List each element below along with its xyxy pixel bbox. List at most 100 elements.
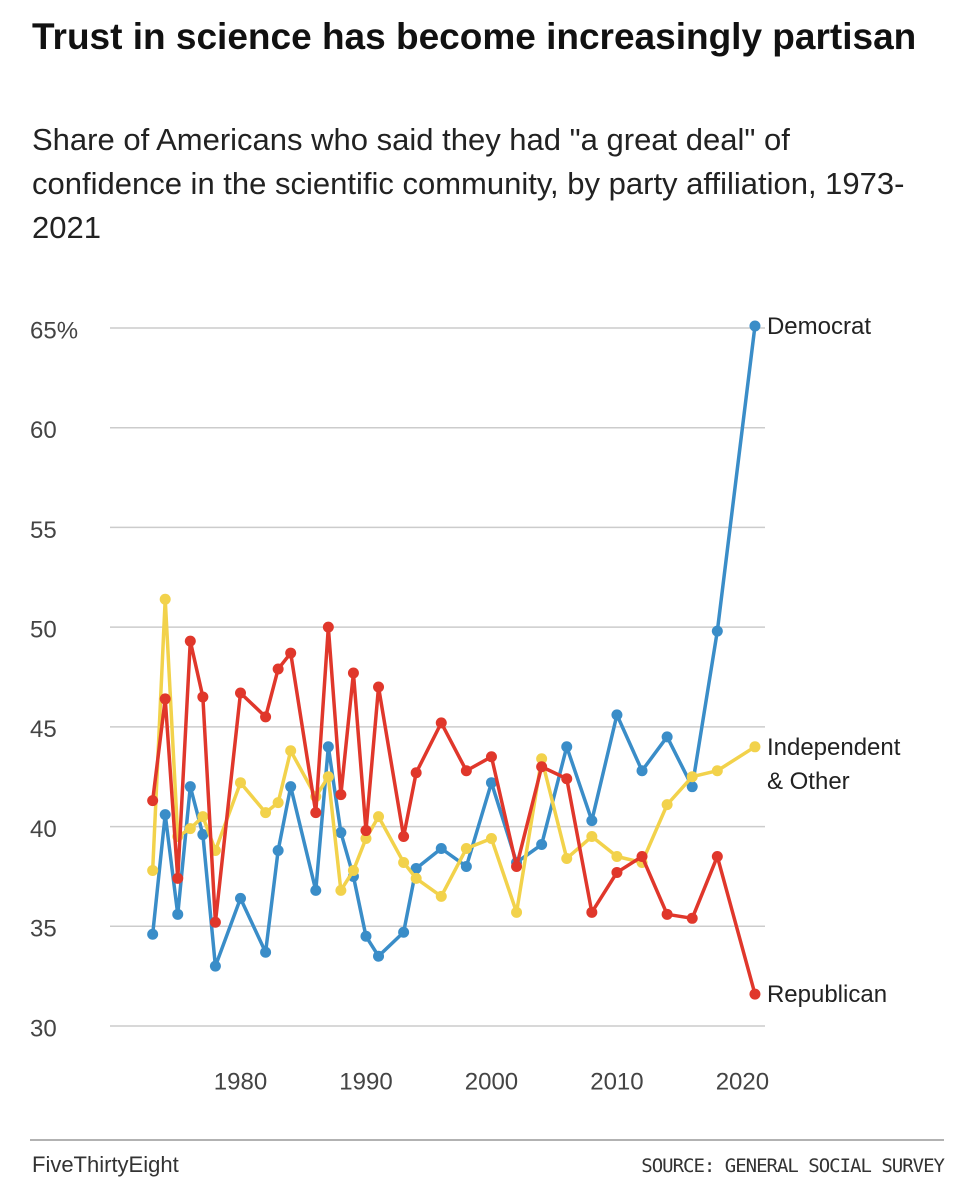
data-point <box>197 811 209 823</box>
data-point <box>460 765 472 777</box>
y-tick-label: 40 <box>30 816 57 843</box>
data-point <box>335 789 347 801</box>
data-point <box>373 950 385 962</box>
data-point <box>234 687 246 699</box>
data-point <box>272 797 284 809</box>
data-point <box>711 625 723 637</box>
data-point <box>485 751 497 763</box>
data-point <box>234 777 246 789</box>
x-tick-label: 2000 <box>465 1068 518 1095</box>
data-point <box>209 960 221 972</box>
data-point <box>561 741 573 753</box>
y-tick-label: 65% <box>30 317 78 344</box>
data-point <box>536 839 548 851</box>
data-point <box>586 831 598 843</box>
data-point <box>611 866 623 878</box>
data-point <box>410 862 422 874</box>
data-point <box>335 827 347 839</box>
data-point <box>586 906 598 918</box>
data-point <box>322 621 334 633</box>
x-tick-label: 1980 <box>214 1068 267 1095</box>
data-point <box>184 823 196 835</box>
x-tick-label: 2010 <box>590 1068 643 1095</box>
data-point <box>485 777 497 789</box>
data-point <box>749 988 761 1000</box>
series-line <box>150 597 756 915</box>
data-point <box>159 693 171 705</box>
data-point <box>172 908 184 920</box>
y-tick-label: 50 <box>30 616 57 643</box>
data-point <box>511 860 523 872</box>
data-point <box>410 767 422 779</box>
data-point <box>686 781 698 793</box>
data-point <box>285 781 297 793</box>
data-point <box>347 864 359 876</box>
y-tick-label: 60 <box>30 417 57 444</box>
data-point <box>611 709 623 721</box>
data-point <box>272 663 284 675</box>
data-point <box>536 761 548 773</box>
y-tick-label: 45 <box>30 716 57 743</box>
data-point <box>197 829 209 841</box>
data-point <box>184 635 196 647</box>
data-point <box>749 320 761 332</box>
x-tick-label: 1990 <box>339 1068 392 1095</box>
data-point <box>260 946 272 958</box>
data-point <box>147 795 159 807</box>
data-point <box>360 825 372 837</box>
data-point <box>398 856 410 868</box>
data-point <box>209 916 221 928</box>
data-point <box>159 593 171 605</box>
series-label: Independent & Other <box>766 733 901 795</box>
data-point <box>636 850 648 862</box>
data-point <box>661 908 673 920</box>
data-point <box>460 843 472 855</box>
data-point <box>172 872 184 884</box>
data-point <box>711 850 723 862</box>
chart-title: Trust in science has become increasingly… <box>32 16 917 57</box>
y-tick-label: 55 <box>30 517 57 544</box>
data-point <box>360 833 372 845</box>
data-point <box>398 831 410 843</box>
data-point <box>711 765 723 777</box>
data-point <box>347 667 359 679</box>
data-point <box>373 811 385 823</box>
data-point <box>410 872 422 884</box>
data-point <box>322 771 334 783</box>
data-point <box>310 884 322 896</box>
data-point <box>561 852 573 864</box>
data-point <box>260 711 272 723</box>
data-point <box>661 731 673 743</box>
data-point <box>360 930 372 942</box>
series-label: Republican <box>766 981 888 1009</box>
data-point <box>398 926 410 938</box>
chart-subtitle: Share of Americans who said they had "a … <box>32 122 905 245</box>
data-point <box>460 860 472 872</box>
data-point <box>272 845 284 857</box>
data-point <box>435 843 447 855</box>
data-point <box>686 912 698 924</box>
data-point <box>586 815 598 827</box>
data-point <box>147 928 159 940</box>
data-point <box>636 765 648 777</box>
data-point <box>147 864 159 876</box>
data-point <box>260 807 272 819</box>
data-point <box>184 781 196 793</box>
data-point <box>749 741 761 753</box>
y-tick-label: 35 <box>30 916 57 943</box>
data-point <box>686 771 698 783</box>
data-point <box>435 717 447 729</box>
data-point <box>335 884 347 896</box>
data-point <box>285 647 297 659</box>
data-point <box>234 892 246 904</box>
data-point <box>197 691 209 703</box>
data-point <box>159 809 171 821</box>
data-point <box>373 681 385 693</box>
data-point <box>310 807 322 819</box>
data-point <box>611 850 623 862</box>
series-label: Democrat <box>766 313 871 340</box>
data-point <box>322 741 334 753</box>
data-point <box>435 890 447 902</box>
